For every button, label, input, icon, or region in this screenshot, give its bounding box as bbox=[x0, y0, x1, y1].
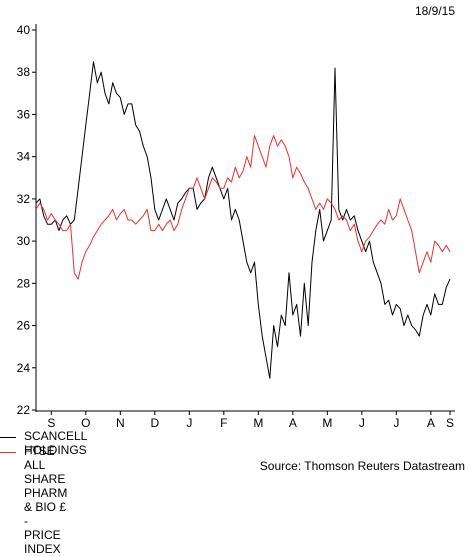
y-tick-label: 30 bbox=[17, 234, 31, 248]
x-tick-label: J bbox=[359, 416, 365, 430]
series-line-scancell bbox=[35, 61, 451, 379]
x-tick-label: N bbox=[116, 416, 125, 430]
x-tick-label: A bbox=[427, 416, 435, 430]
y-tick-label: 32 bbox=[17, 192, 31, 206]
y-axis-ticks: 22 24 26 28 30 32 34 36 38 40 bbox=[17, 23, 36, 417]
legend-swatch-scancell bbox=[0, 437, 16, 438]
y-tick-label: 26 bbox=[17, 319, 31, 333]
y-tick-label: 38 bbox=[17, 65, 31, 79]
x-tick-label: J bbox=[393, 416, 399, 430]
series-line-ftse bbox=[35, 135, 451, 280]
series-lines bbox=[35, 61, 451, 379]
legend-swatch-ftse bbox=[0, 452, 16, 453]
x-tick-label: D bbox=[150, 416, 159, 430]
y-tick-label: 24 bbox=[17, 361, 31, 375]
y-tick-label: 36 bbox=[17, 107, 31, 121]
x-tick-label: O bbox=[81, 416, 90, 430]
source-label: Source: Thomson Reuters Datastream bbox=[259, 459, 465, 473]
y-tick-label: 40 bbox=[17, 23, 31, 37]
x-tick-label: J bbox=[186, 416, 192, 430]
x-tick-label: S bbox=[446, 416, 454, 430]
x-tick-label: F bbox=[220, 416, 227, 430]
chart-axes bbox=[35, 24, 455, 412]
legend-label-scancell: SCANCELL HOLDINGS bbox=[24, 429, 87, 457]
x-tick-label: M bbox=[322, 416, 332, 430]
x-tick-label: S bbox=[47, 416, 55, 430]
y-tick-label: 34 bbox=[17, 150, 31, 164]
x-tick-label: M bbox=[253, 416, 263, 430]
y-tick-label: 28 bbox=[17, 276, 31, 290]
chart-date-label: 18/9/15 bbox=[414, 4, 455, 18]
legend-label-ftse: FTSE ALL SHARE PHARM & BIO £ - PRICE IND… bbox=[24, 444, 68, 556]
y-tick-label: 22 bbox=[17, 403, 31, 417]
x-tick-label: A bbox=[289, 416, 297, 430]
